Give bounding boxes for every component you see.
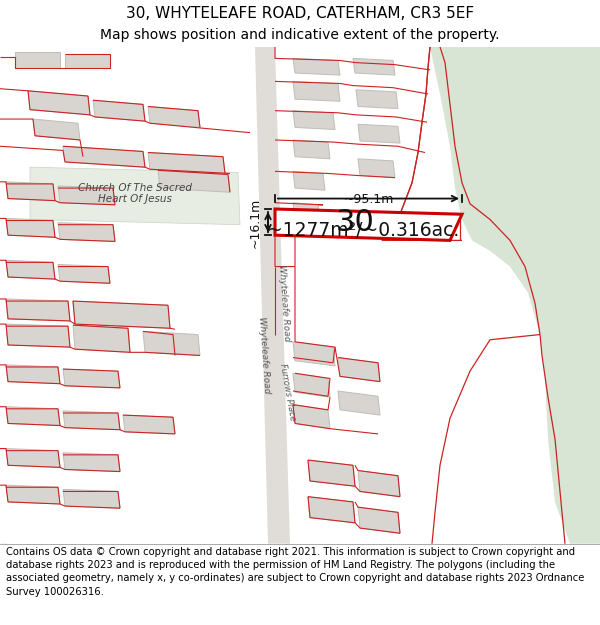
Polygon shape <box>6 260 55 279</box>
Polygon shape <box>33 119 80 140</box>
Polygon shape <box>338 391 380 415</box>
Polygon shape <box>338 357 380 382</box>
Polygon shape <box>358 471 400 497</box>
Text: ~1277m²/~0.316ac.: ~1277m²/~0.316ac. <box>267 221 459 241</box>
Polygon shape <box>430 47 600 544</box>
Polygon shape <box>6 449 60 468</box>
Polygon shape <box>158 170 230 192</box>
Polygon shape <box>358 159 395 177</box>
Polygon shape <box>73 301 170 328</box>
Polygon shape <box>6 407 60 426</box>
Polygon shape <box>275 209 462 241</box>
Polygon shape <box>308 497 355 523</box>
Polygon shape <box>30 167 240 225</box>
Text: 30, WHYTELEAFE ROAD, CATERHAM, CR3 5EF: 30, WHYTELEAFE ROAD, CATERHAM, CR3 5EF <box>126 6 474 21</box>
Polygon shape <box>73 325 130 352</box>
Polygon shape <box>6 365 60 384</box>
Polygon shape <box>358 507 400 533</box>
Polygon shape <box>293 111 335 129</box>
Polygon shape <box>148 152 225 174</box>
Polygon shape <box>293 404 330 429</box>
Polygon shape <box>58 222 115 241</box>
Text: Church Of The Sacred
Heart Of Jesus: Church Of The Sacred Heart Of Jesus <box>78 182 192 204</box>
Text: 30: 30 <box>335 208 374 237</box>
Text: Contains OS data © Crown copyright and database right 2021. This information is : Contains OS data © Crown copyright and d… <box>6 547 584 597</box>
Polygon shape <box>58 186 115 205</box>
Polygon shape <box>356 90 398 109</box>
Polygon shape <box>6 324 70 347</box>
Polygon shape <box>15 52 60 68</box>
Polygon shape <box>63 369 120 388</box>
Polygon shape <box>293 342 335 366</box>
Polygon shape <box>353 58 395 75</box>
Polygon shape <box>293 58 340 75</box>
Text: ~16.1m: ~16.1m <box>249 198 262 248</box>
Polygon shape <box>6 485 60 504</box>
Polygon shape <box>93 100 145 121</box>
Text: Whyteleafe Road: Whyteleafe Road <box>257 317 271 394</box>
Polygon shape <box>293 202 320 222</box>
Polygon shape <box>358 124 400 143</box>
Text: ~95.1m: ~95.1m <box>343 193 394 206</box>
Polygon shape <box>293 373 330 398</box>
Polygon shape <box>6 182 55 201</box>
Polygon shape <box>143 331 200 356</box>
Text: Map shows position and indicative extent of the property.: Map shows position and indicative extent… <box>100 28 500 42</box>
Polygon shape <box>63 489 120 508</box>
Polygon shape <box>123 415 175 434</box>
Polygon shape <box>308 460 355 486</box>
Polygon shape <box>293 140 330 159</box>
Polygon shape <box>148 106 200 128</box>
Polygon shape <box>63 411 120 430</box>
Polygon shape <box>28 91 90 115</box>
Polygon shape <box>65 54 110 68</box>
Text: Whyteleafe Road: Whyteleafe Road <box>277 264 291 342</box>
Polygon shape <box>293 171 325 190</box>
Polygon shape <box>6 299 70 321</box>
Polygon shape <box>63 146 145 167</box>
Polygon shape <box>6 218 55 238</box>
Polygon shape <box>58 264 110 283</box>
Text: Furrows Place: Furrows Place <box>278 362 296 421</box>
Polygon shape <box>255 47 290 544</box>
Polygon shape <box>293 81 340 101</box>
Polygon shape <box>63 452 120 472</box>
